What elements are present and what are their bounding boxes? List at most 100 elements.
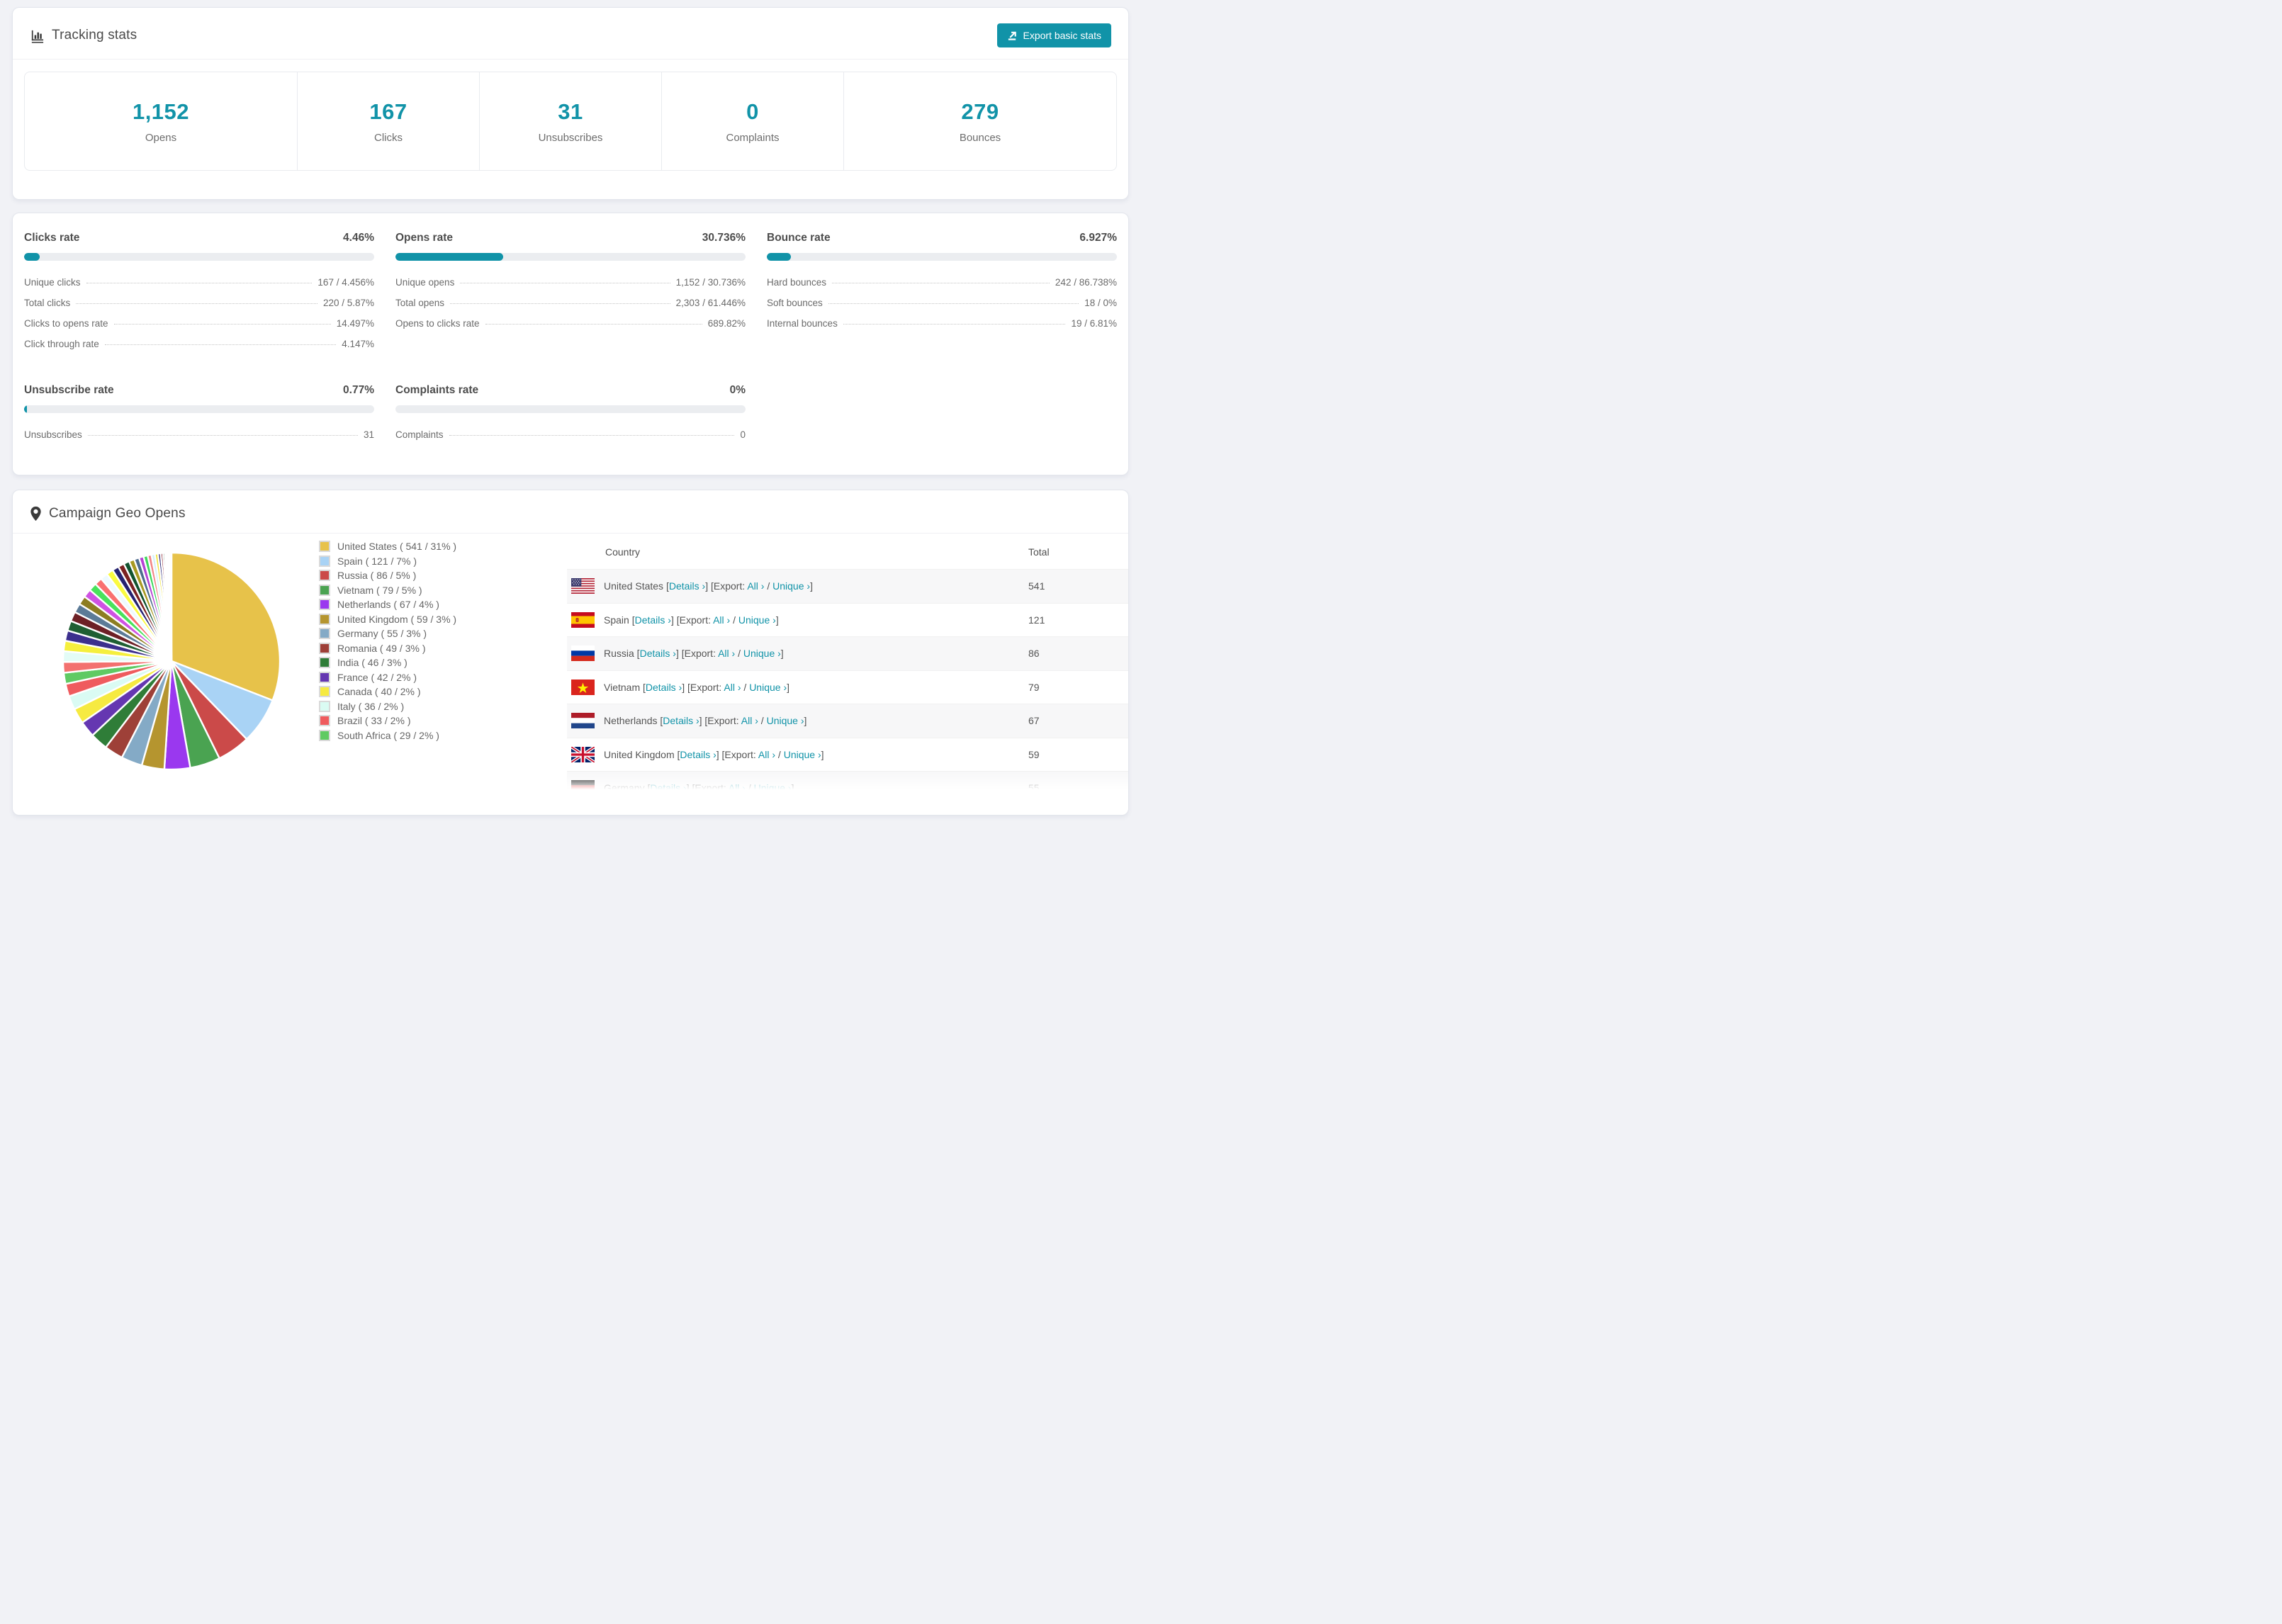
rate-detail-label: Total clicks (24, 298, 71, 308)
bracket-text: [ (674, 748, 680, 760)
export-all-link[interactable]: All › (718, 648, 736, 660)
column-header-total: Total (1028, 546, 1050, 558)
bracket-text: ] (821, 748, 824, 760)
flag-vn-icon (567, 679, 595, 695)
legend-label: United States ( 541 / 31% ) (337, 541, 457, 553)
details-link[interactable]: Details › (668, 580, 706, 592)
bracket-text: / (758, 715, 767, 727)
bar-chart-icon (31, 30, 44, 43)
dotted-leader (113, 324, 331, 325)
export-unique-link[interactable]: Unique › (749, 681, 787, 693)
details-link[interactable]: Details › (639, 648, 676, 660)
export-basic-stats-button[interactable]: Export basic stats (996, 23, 1111, 47)
rate-head: Complaints rate 0% (395, 384, 746, 397)
legend-item-india[interactable]: India ( 46 / 3% ) (319, 655, 456, 670)
rate-block-complaints-rate: Complaints rate 0% Complaints 0 (395, 384, 746, 445)
geo-title-row: Campaign Geo Opens (30, 506, 186, 521)
progress-bar-unsubscribe-rate (24, 405, 374, 413)
rate-detail-label: Unique opens (395, 277, 455, 288)
stat-box-unsubscribes: 31 Unsubscribes (479, 72, 661, 170)
legend-item-brazil[interactable]: Brazil ( 33 / 2% ) (319, 714, 456, 728)
geo-legend: United States ( 541 / 31% ) Spain ( 121 /… (319, 539, 456, 743)
rate-detail-value: 167 / 4.456% (317, 277, 374, 288)
details-link[interactable]: Details › (680, 748, 716, 760)
export-all-link[interactable]: All › (713, 614, 731, 626)
rate-detail-label: Hard bounces (767, 277, 827, 288)
rate-detail-row: Unique opens 1,152 / 30.736% (395, 272, 746, 293)
progress-bar-fill (24, 405, 27, 413)
bracket-text: ] (775, 614, 779, 626)
geo-body: United States ( 541 / 31% ) Spain ( 121 /… (13, 534, 1128, 805)
stat-value: 279 (961, 98, 999, 124)
export-unique-link[interactable]: Unique › (783, 748, 821, 760)
legend-item-canada[interactable]: Canada ( 40 / 2% ) (319, 684, 456, 699)
export-all-link[interactable]: All › (728, 782, 746, 794)
legend-item-russia[interactable]: Russia ( 86 / 5% ) (319, 568, 456, 583)
rate-head: Unsubscribe rate 0.77% (24, 384, 374, 397)
legend-swatch-icon (319, 671, 330, 683)
legend-item-france[interactable]: France ( 42 / 2% ) (319, 670, 456, 685)
legend-label: Netherlands ( 67 / 4% ) (337, 599, 439, 611)
rate-value: 0% (729, 384, 746, 396)
campaign-geo-opens-card: Campaign Geo Opens United States ( 541 /… (12, 490, 1129, 816)
legend-label: United Kingdom ( 59 / 3% ) (337, 613, 457, 625)
legend-item-spain[interactable]: Spain ( 121 / 7% ) (319, 554, 456, 569)
total-value: 55 (1028, 782, 1040, 794)
bracket-text: ] [Export: (670, 614, 714, 626)
legend-item-germany[interactable]: Germany ( 55 / 3% ) (319, 626, 456, 641)
export-unique-link[interactable]: Unique › (743, 648, 781, 660)
total-value: 67 (1028, 715, 1040, 727)
legend-item-romania[interactable]: Romania ( 49 / 3% ) (319, 641, 456, 656)
rate-detail-label: Unique clicks (24, 277, 81, 288)
details-link[interactable]: Details › (663, 715, 699, 727)
export-unique-link[interactable]: Unique › (766, 715, 804, 727)
stat-label: Opens (145, 131, 177, 144)
rate-detail-row: Unique clicks 167 / 4.456% (24, 272, 374, 293)
legend-label: South Africa ( 29 / 2% ) (337, 729, 439, 741)
legend-item-united-states[interactable]: United States ( 541 / 31% ) (319, 539, 456, 554)
legend-label: Brazil ( 33 / 2% ) (337, 715, 411, 727)
export-all-link[interactable]: All › (747, 580, 765, 592)
total-value: 79 (1028, 681, 1040, 693)
stat-box-clicks: 167 Clicks (297, 72, 479, 170)
table-row-germany: Germany [Details ›] [Export: All › / Uni… (567, 771, 1128, 805)
rate-value: 0.77% (343, 384, 374, 396)
rate-detail-label: Total opens (395, 298, 445, 308)
rate-detail-value: 31 (363, 429, 374, 440)
rate-head: Opens rate 30.736% (395, 232, 746, 244)
export-all-link[interactable]: All › (741, 715, 758, 727)
export-all-link[interactable]: All › (724, 681, 741, 693)
legend-swatch-icon (319, 599, 330, 611)
legend-item-vietnam[interactable]: Vietnam ( 79 / 5% ) (319, 583, 456, 598)
table-row-russia: Russia [Details ›] [Export: All › / Uniq… (567, 636, 1128, 670)
progress-bar-fill (767, 253, 792, 261)
dotted-leader (450, 303, 670, 304)
export-unique-link[interactable]: Unique › (753, 782, 792, 794)
stat-box-complaints: 0 Complaints (661, 72, 843, 170)
rate-detail-label: Complaints (395, 429, 444, 440)
export-unique-link[interactable]: Unique › (772, 580, 811, 592)
export-unique-link[interactable]: Unique › (738, 614, 776, 626)
legend-item-italy[interactable]: Italy ( 36 / 2% ) (319, 699, 456, 714)
rate-detail-rows: Unique clicks 167 / 4.456% Total clicks 220… (24, 272, 374, 354)
bracket-text: / (741, 681, 750, 693)
legend-swatch-icon (319, 729, 330, 741)
details-link[interactable]: Details › (645, 681, 682, 693)
rate-detail-row: Soft bounces 18 / 0% (767, 293, 1117, 313)
stat-label: Unsubscribes (538, 131, 603, 144)
legend-item-united-kingdom[interactable]: United Kingdom ( 59 / 3% ) (319, 612, 456, 627)
legend-label: Italy ( 36 / 2% ) (337, 700, 405, 712)
geo-pie-chart[interactable] (60, 549, 283, 777)
legend-item-netherlands[interactable]: Netherlands ( 67 / 4% ) (319, 597, 456, 612)
details-link[interactable]: Details › (634, 614, 671, 626)
export-all-link[interactable]: All › (758, 748, 776, 760)
legend-item-south-africa[interactable]: South Africa ( 29 / 2% ) (319, 728, 456, 743)
details-link[interactable]: Details › (650, 782, 687, 794)
legend-swatch-icon (319, 613, 330, 625)
flag-de-icon (567, 780, 595, 796)
rate-detail-value: 19 / 6.81% (1071, 318, 1117, 329)
country-name: United Kingdom (604, 748, 675, 760)
progress-bar-fill (395, 253, 503, 261)
legend-swatch-icon (319, 700, 330, 712)
flag-nl-icon (567, 713, 595, 729)
